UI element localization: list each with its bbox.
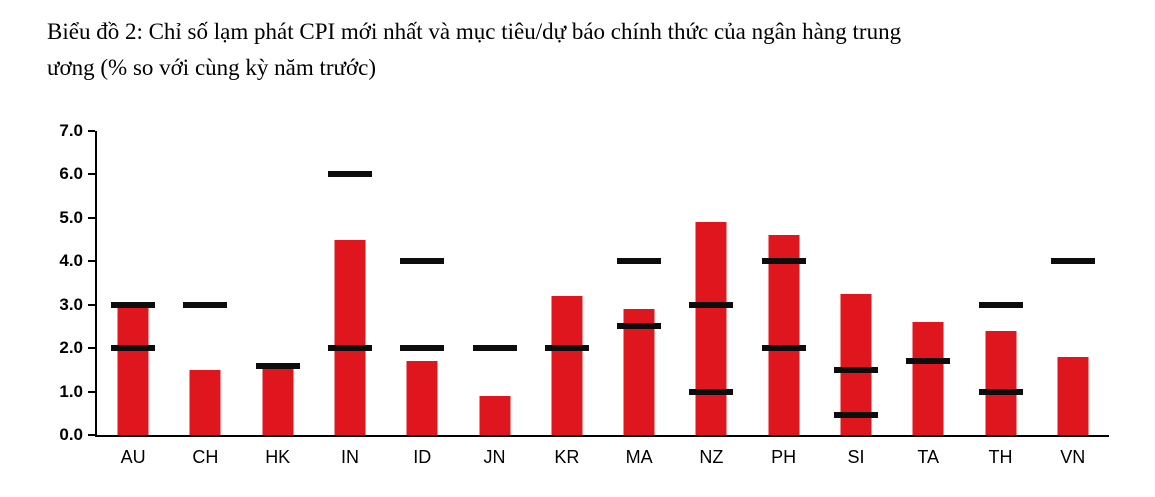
cpi-bar-id: [406, 361, 438, 435]
target-marker-th: [978, 388, 1023, 395]
bar-group-jn: JN: [458, 131, 530, 467]
y-tick-mark: [88, 347, 95, 350]
bar-group-kr: KR: [531, 131, 603, 467]
cpi-bar-si: [840, 293, 872, 435]
bar-group-ph: PH: [748, 131, 820, 467]
cpi-bar-hk: [262, 365, 294, 435]
bar-chart: 0.0 1.0 2.0 3.0 4.0 5.0 6.0 7.0 AU CH HK IN ID JN KR M…: [47, 121, 1122, 481]
chart-title-line-2: ương (% so với cùng kỳ năm trước): [47, 55, 377, 80]
target-marker-au: [111, 345, 156, 352]
bar-group-in: IN: [314, 131, 386, 467]
cpi-bar-ph: [768, 235, 800, 435]
x-tick-label-ta: TA: [917, 447, 940, 467]
y-tick-mark: [88, 434, 95, 436]
x-tick-label-ma: MA: [625, 447, 653, 467]
x-tick-label-ph: PH: [771, 447, 797, 467]
cpi-bar-ma: [623, 309, 655, 435]
bar-group-id: ID: [386, 131, 458, 467]
y-tick-mark: [88, 173, 95, 176]
chart-title: Biểu đồ 2: Chỉ số lạm phát CPI mới nhất …: [47, 14, 1107, 86]
cpi-bar-in: [334, 239, 366, 435]
y-tick-mark: [88, 390, 95, 393]
bar-group-nz: NZ: [675, 131, 747, 467]
y-tick-label: 3.0: [59, 294, 83, 314]
plot-area: AU CH HK IN ID JN KR MA NZ PH SI TA TH VN: [88, 130, 1109, 467]
target-marker-id: [400, 258, 445, 265]
target-marker-si: [833, 412, 878, 419]
y-axis: 0.0 1.0 2.0 3.0 4.0 5.0 6.0 7.0: [47, 121, 95, 444]
x-tick-label-kr: KR: [554, 447, 580, 467]
bar-group-si: SI: [820, 131, 892, 467]
chart-title-line-1: Biểu đồ 2: Chỉ số lạm phát CPI mới nhất …: [47, 19, 902, 44]
cpi-bar-nz: [695, 222, 727, 435]
bar-group-ma: MA: [603, 131, 675, 467]
y-tick-mark: [88, 260, 95, 263]
x-tick-label-nz: NZ: [699, 447, 724, 467]
bar-group-th: TH: [964, 131, 1036, 467]
y-tick-label: 4.0: [59, 251, 83, 271]
y-tick-mark: [88, 130, 95, 132]
target-marker-ta: [906, 358, 951, 365]
cpi-bar-jn: [479, 395, 511, 435]
cpi-bar-au: [117, 304, 149, 435]
x-tick-label-id: ID: [413, 447, 432, 467]
x-tick-label-au: AU: [120, 447, 146, 467]
bar-group-ta: TA: [892, 131, 964, 467]
cpi-bar-vn: [1057, 356, 1089, 435]
target-marker-th: [978, 301, 1023, 308]
target-marker-nz: [689, 388, 734, 395]
x-tick-label-in: IN: [340, 447, 359, 467]
cpi-bar-kr: [551, 296, 583, 435]
target-marker-ch: [183, 301, 228, 308]
target-marker-hk: [255, 362, 300, 369]
target-marker-ph: [761, 258, 806, 265]
y-tick-mark: [88, 216, 95, 219]
y-tick-label: 5.0: [59, 207, 83, 227]
target-marker-nz: [689, 301, 734, 308]
y-tick-label: 7.0: [59, 121, 83, 140]
target-marker-id: [400, 345, 445, 352]
bar-group-vn: VN: [1037, 131, 1109, 467]
target-marker-in: [327, 171, 372, 178]
bar-columns: AU CH HK IN ID JN KR MA NZ PH SI TA TH VN: [97, 131, 1109, 467]
y-tick-label: 2.0: [59, 338, 83, 358]
cpi-bar-th: [985, 330, 1017, 435]
y-tick-label: 6.0: [59, 164, 83, 184]
bar-group-ch: CH: [169, 131, 241, 467]
target-marker-ph: [761, 345, 806, 352]
y-tick-label: 0.0: [59, 425, 83, 444]
x-tick-label-th: TH: [988, 447, 1013, 467]
cpi-bar-ch: [189, 369, 221, 435]
y-tick-label: 1.0: [59, 381, 83, 401]
target-marker-ma: [617, 258, 662, 265]
x-tick-label-jn: JN: [483, 447, 506, 467]
x-tick-label-vn: VN: [1060, 447, 1086, 467]
target-marker-ma: [617, 323, 662, 330]
bar-group-au: AU: [97, 131, 169, 467]
target-marker-au: [111, 301, 156, 308]
target-marker-jn: [472, 345, 517, 352]
bar-group-hk: HK: [242, 131, 314, 467]
y-tick-mark: [88, 303, 95, 306]
x-tick-label-hk: HK: [265, 447, 291, 467]
target-marker-si: [833, 366, 878, 373]
cpi-bar-ta: [912, 322, 944, 435]
x-tick-label-ch: CH: [192, 447, 219, 467]
target-marker-kr: [544, 345, 589, 352]
x-tick-label-si: SI: [847, 447, 865, 467]
target-marker-vn: [1050, 258, 1095, 265]
target-marker-in: [327, 345, 372, 352]
